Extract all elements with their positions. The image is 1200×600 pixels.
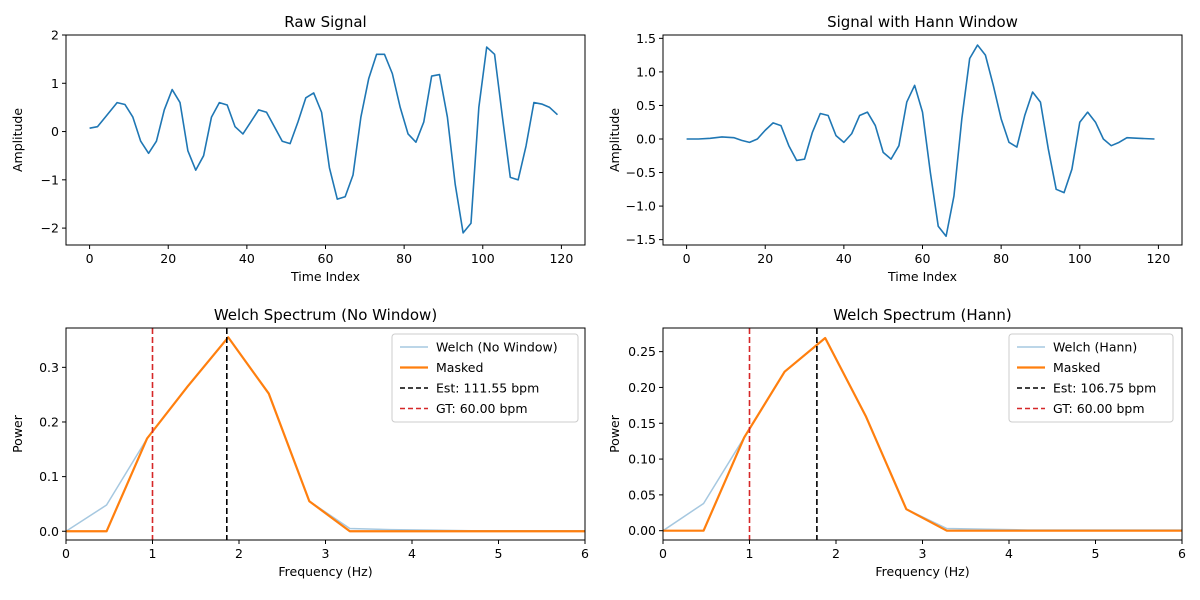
legend-entry-label: Masked [1053, 360, 1100, 375]
x-tick-label: 20 [160, 251, 176, 266]
y-tick-label: 1.5 [636, 31, 656, 46]
x-tick-label: 1 [149, 546, 157, 561]
x-tick-label: 5 [495, 546, 503, 561]
x-tick-label: 1 [746, 546, 754, 561]
x-tick-label: 4 [408, 546, 416, 561]
chart-panel-2: 0 20 40 60 80 100 120 −1.5 −1.0 −0.5 0.0 0.5 1.0 1.5 S… [607, 13, 1183, 284]
y-tick-label: 0.20 [628, 380, 656, 395]
x-tick-label: 60 [915, 251, 931, 266]
y-tick-label: 0.0 [636, 131, 656, 146]
plot-area [89, 46, 559, 234]
x-tick-label: 40 [836, 251, 852, 266]
x-axis-label: Frequency (Hz) [278, 564, 372, 579]
y-axis-label: Amplitude [10, 108, 25, 172]
series-line-1 [686, 44, 1155, 238]
chart-panel-3: 0 1 2 3 4 5 6 0.0 0.1 0.2 0.3 Welch Spectrum (No Wi… [10, 306, 589, 579]
x-tick-label: 20 [757, 251, 773, 266]
x-tick-label: 120 [549, 251, 573, 266]
y-tick-label: 0.15 [628, 416, 656, 431]
x-tick-label: 60 [318, 251, 334, 266]
y-tick-label: 0.2 [39, 414, 59, 429]
chart-title: Raw Signal [284, 13, 366, 31]
x-tick-label: 0 [683, 251, 691, 266]
y-tick-label: 0.5 [636, 98, 656, 113]
x-tick-label: 6 [581, 546, 589, 561]
y-tick-label: 0 [51, 124, 59, 139]
y-tick-label: 0.00 [628, 523, 656, 538]
y-tick-label: 1 [51, 76, 59, 91]
legend-entry-label: Est: 111.55 bpm [436, 381, 539, 396]
y-tick-label: 0.25 [628, 344, 656, 359]
y-tick-label: 0.05 [628, 487, 656, 502]
y-tick-label: 0.3 [39, 360, 59, 375]
legend-entry-label: GT: 60.00 bpm [1053, 401, 1145, 416]
x-tick-label: 0 [86, 251, 94, 266]
y-tick-label: −0.5 [626, 165, 656, 180]
legend-entry-label: Welch (No Window) [436, 340, 558, 355]
x-tick-label: 4 [1005, 546, 1013, 561]
series-line-1 [89, 46, 559, 234]
legend-entry-label: Est: 106.75 bpm [1053, 381, 1156, 396]
x-axis-label: Time Index [887, 269, 957, 284]
x-tick-label: 120 [1146, 251, 1170, 266]
y-tick-label: 0.10 [628, 452, 656, 467]
chart-panel-1: 0 20 40 60 80 100 120 −2 −1 0 1 2 Raw Signal Time Ind… [10, 13, 586, 284]
y-tick-label: −1.5 [626, 232, 656, 247]
y-axis-label: Amplitude [607, 108, 622, 172]
plot-area [66, 328, 585, 540]
plot-area [663, 328, 1182, 540]
x-tick-label: 2 [235, 546, 243, 561]
x-tick-label: 2 [832, 546, 840, 561]
x-tick-label: 3 [322, 546, 330, 561]
series-line-2 [663, 336, 1182, 532]
x-axis-label: Time Index [290, 269, 360, 284]
x-tick-label: 80 [993, 251, 1009, 266]
series-line-2 [66, 336, 585, 533]
y-axis-label: Power [607, 414, 622, 453]
legend-entry-label: Masked [436, 360, 483, 375]
x-tick-label: 100 [1068, 251, 1092, 266]
y-tick-label: 1.0 [636, 64, 656, 79]
chart-title: Signal with Hann Window [827, 13, 1018, 31]
y-tick-label: 0.1 [39, 469, 59, 484]
y-tick-label: −1.0 [626, 199, 656, 214]
chart-panel-4: 0 1 2 3 4 5 6 0.00 0.05 0.10 0.15 0.20 0.25 Welch Spe… [607, 306, 1186, 579]
legend: Welch (Hann) Masked Est: 106.75 bpm GT: 60.… [1008, 333, 1174, 423]
x-tick-label: 80 [396, 251, 412, 266]
plot-area [686, 44, 1155, 238]
chart-title: Welch Spectrum (No Window) [214, 306, 437, 324]
x-tick-label: 40 [239, 251, 255, 266]
x-tick-label: 100 [471, 251, 495, 266]
legend-entry-label: GT: 60.00 bpm [436, 401, 528, 416]
y-axis-label: Power [10, 414, 25, 453]
y-tick-label: 0.0 [39, 524, 59, 539]
y-tick-label: −1 [41, 172, 59, 187]
x-tick-label: 6 [1178, 546, 1186, 561]
legend: Welch (No Window) Masked Est: 111.55 bpm GT… [391, 333, 579, 423]
x-tick-label: 3 [919, 546, 927, 561]
x-tick-label: 5 [1092, 546, 1100, 561]
y-tick-label: 2 [51, 28, 59, 43]
legend-entry-label: Welch (Hann) [1053, 340, 1137, 355]
legend-box [1008, 333, 1174, 423]
chart-title: Welch Spectrum (Hann) [833, 306, 1012, 324]
y-tick-label: −2 [41, 221, 59, 236]
x-tick-label: 0 [62, 546, 70, 561]
x-axis-label: Frequency (Hz) [875, 564, 969, 579]
legend-box [391, 333, 579, 423]
x-tick-label: 0 [659, 546, 667, 561]
